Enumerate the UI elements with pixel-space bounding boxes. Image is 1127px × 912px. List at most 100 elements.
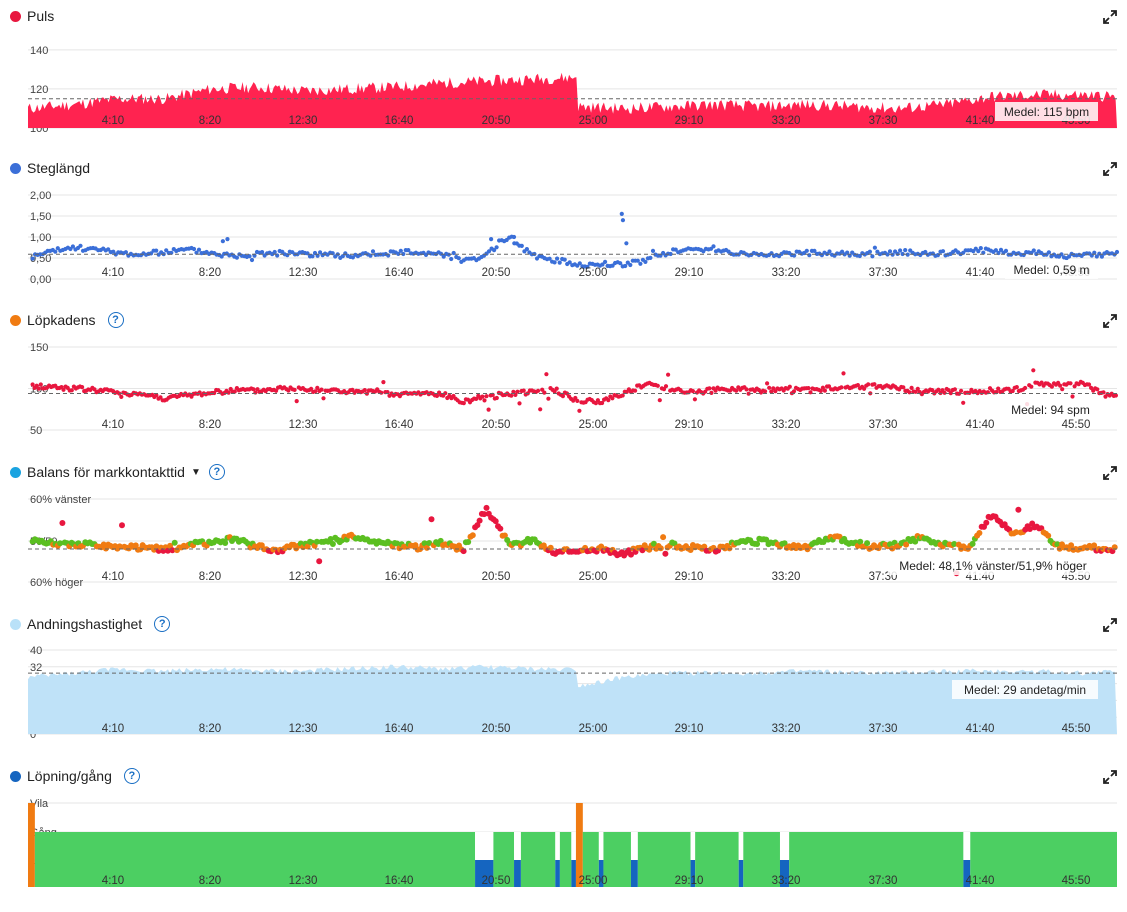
- help-icon[interactable]: ?: [154, 616, 171, 632]
- data-point: [628, 551, 634, 558]
- data-point: [623, 263, 628, 269]
- x-tick-label: 25:00: [579, 419, 608, 431]
- data-point: [406, 248, 411, 253]
- expand-icon[interactable]: [1103, 618, 1117, 632]
- x-tick-label: 29:10: [675, 875, 704, 887]
- data-point: [930, 388, 935, 393]
- x-tick-label: 45:50: [1062, 875, 1091, 887]
- legend-dot-icon: [10, 770, 21, 782]
- data-point: [763, 389, 768, 394]
- data-point: [806, 386, 811, 391]
- data-point: [643, 259, 648, 264]
- data-point: [327, 536, 334, 542]
- data-point: [544, 372, 549, 377]
- data-point: [903, 541, 910, 548]
- data-point: [575, 398, 580, 403]
- run-segment: [630, 860, 638, 887]
- data-point: [78, 243, 83, 248]
- data-point: [441, 254, 446, 259]
- data-point: [412, 542, 419, 549]
- average-label: Medel: 48,1% vänster/51,9% höger: [899, 559, 1086, 573]
- data-point: [610, 396, 615, 401]
- axes: 15010050: [28, 342, 1117, 437]
- data-point: [69, 388, 74, 393]
- average-label-box: [1003, 400, 1098, 419]
- data-point: [826, 384, 832, 389]
- expand-icon[interactable]: [1103, 314, 1117, 328]
- data-point: [55, 246, 60, 251]
- data-point: [650, 540, 657, 547]
- data-point: [638, 261, 643, 266]
- data-point: [840, 249, 845, 254]
- walk-segment: [603, 832, 631, 887]
- walk-segment: [637, 832, 691, 887]
- data-point: [635, 258, 640, 263]
- data-point: [492, 248, 497, 253]
- x-tick-label: 12:30: [289, 419, 318, 431]
- help-icon[interactable]: ?: [107, 312, 124, 328]
- data-point: [857, 253, 862, 259]
- expand-icon[interactable]: [1103, 770, 1117, 784]
- data-point: [996, 386, 1001, 391]
- data-point: [657, 398, 662, 403]
- average-label: Medel: 29 andetag/min: [964, 683, 1086, 697]
- data-point: [767, 385, 772, 390]
- data-point: [59, 520, 66, 526]
- data-point: [690, 389, 696, 394]
- data-point: [923, 249, 928, 255]
- data-point: [394, 540, 401, 547]
- respiration-area: [28, 664, 1117, 734]
- x-tick-label: 33:20: [772, 875, 801, 887]
- data-point: [1003, 248, 1009, 253]
- data-point: [663, 384, 669, 389]
- data-point: [657, 545, 664, 552]
- data-point: [449, 256, 454, 262]
- dropdown-caret-icon[interactable]: ▼: [190, 466, 201, 478]
- data-point: [474, 522, 481, 529]
- panel-title: Balans för markkontakttid: [27, 464, 185, 480]
- help-icon[interactable]: ?: [123, 768, 140, 784]
- expand-icon[interactable]: [1103, 10, 1117, 24]
- expand-icon[interactable]: [1103, 162, 1117, 176]
- run-segment: [779, 860, 790, 887]
- y-tick-label: 60% vänster: [30, 494, 91, 506]
- panel-title: Löpning/gång: [27, 768, 112, 784]
- x-tick-label: 33:20: [772, 723, 801, 735]
- data-point: [1086, 382, 1092, 387]
- x-tick-label: 4:10: [102, 875, 124, 887]
- x-tick-label: 29:10: [675, 419, 704, 431]
- axes: 2,001,501,000,500,00: [28, 190, 1117, 286]
- data-point: [948, 391, 953, 396]
- data-point: [226, 390, 231, 395]
- data-point: [560, 394, 566, 399]
- data-point: [421, 540, 428, 547]
- x-axis: 4:10 8:20 12:30 16:40 20:50 25:00 29:10 33:20 37…: [102, 875, 1091, 887]
- data-point: [976, 249, 981, 254]
- y-tick-label: 50: [30, 425, 42, 437]
- panel-title: Steglängd: [27, 160, 91, 176]
- data-point: [482, 398, 487, 403]
- data-point: [340, 254, 345, 259]
- help-icon[interactable]: ?: [208, 464, 225, 480]
- data-point: [951, 541, 958, 547]
- x-tick-label: 20:50: [482, 115, 511, 127]
- x-tick-label: 12:30: [289, 267, 318, 279]
- data-point: [552, 260, 557, 265]
- data-point: [225, 237, 230, 242]
- x-tick-label: 20:50: [482, 875, 511, 887]
- x-tick-label: 41:40: [966, 723, 995, 735]
- data-point: [489, 237, 494, 242]
- panel-lopning: Löpning/gång ? VilaGångLöpning4:108:2012…: [0, 760, 1127, 912]
- data-point: [841, 371, 846, 376]
- data-point: [119, 522, 125, 529]
- data-point: [600, 262, 605, 267]
- panel-andning: Andningshastighet ? 40322416804:108:2012…: [0, 608, 1127, 760]
- run-gap: [514, 832, 521, 860]
- data-point: [969, 540, 976, 547]
- expand-icon[interactable]: [1103, 466, 1117, 480]
- data-point: [460, 548, 467, 555]
- walk-segment: [559, 832, 572, 887]
- data-point: [286, 388, 291, 393]
- x-tick-label: 4:10: [102, 267, 124, 279]
- data-point: [557, 260, 562, 265]
